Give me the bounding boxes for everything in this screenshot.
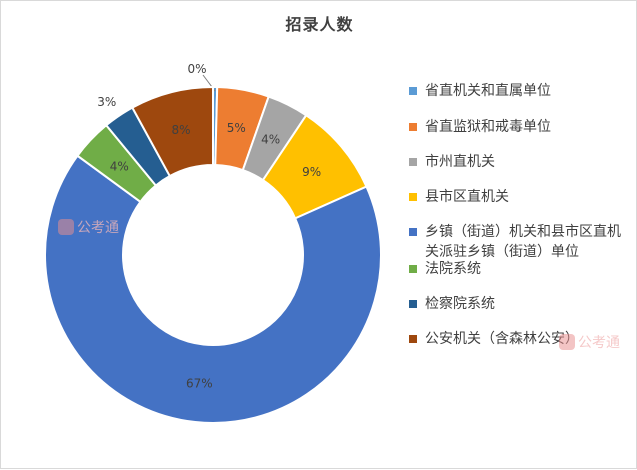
legend-swatch bbox=[409, 335, 417, 343]
data-label-2: 4% bbox=[261, 133, 280, 147]
data-label-6: 3% bbox=[97, 95, 116, 109]
legend-swatch bbox=[409, 228, 417, 236]
data-label-0: 0% bbox=[187, 62, 206, 76]
legend-swatch bbox=[409, 193, 417, 201]
data-label-3: 9% bbox=[302, 165, 321, 179]
legend-label: 检察院系统 bbox=[425, 296, 495, 312]
data-label-5: 4% bbox=[110, 159, 129, 173]
slice-7 bbox=[131, 85, 214, 178]
legend-label: 省直监狱和戒毒单位 bbox=[425, 119, 551, 135]
data-label-4: 67% bbox=[186, 376, 213, 390]
legend-label: 省直机关和直属单位 bbox=[425, 83, 551, 99]
legend-swatch bbox=[409, 300, 417, 308]
chart-title: 招录人数 bbox=[285, 15, 354, 34]
legend-label: 市州直机关 bbox=[425, 154, 495, 170]
slice-4 bbox=[44, 154, 382, 424]
legend-label: 乡镇（街道）机关和县市区直机关派驻乡镇（街道）单位 bbox=[425, 224, 621, 260]
legend-label: 法院系统 bbox=[425, 261, 481, 277]
legend-swatch bbox=[409, 87, 417, 95]
data-label-7: 8% bbox=[172, 123, 191, 137]
legend-swatch bbox=[409, 158, 417, 166]
data-label-1: 5% bbox=[227, 121, 246, 135]
legend-swatch bbox=[409, 265, 417, 273]
legend-label: 公安机关（含森林公安） bbox=[425, 331, 579, 347]
legend-swatch bbox=[409, 123, 417, 131]
legend-label: 县市区直机关 bbox=[425, 189, 509, 205]
